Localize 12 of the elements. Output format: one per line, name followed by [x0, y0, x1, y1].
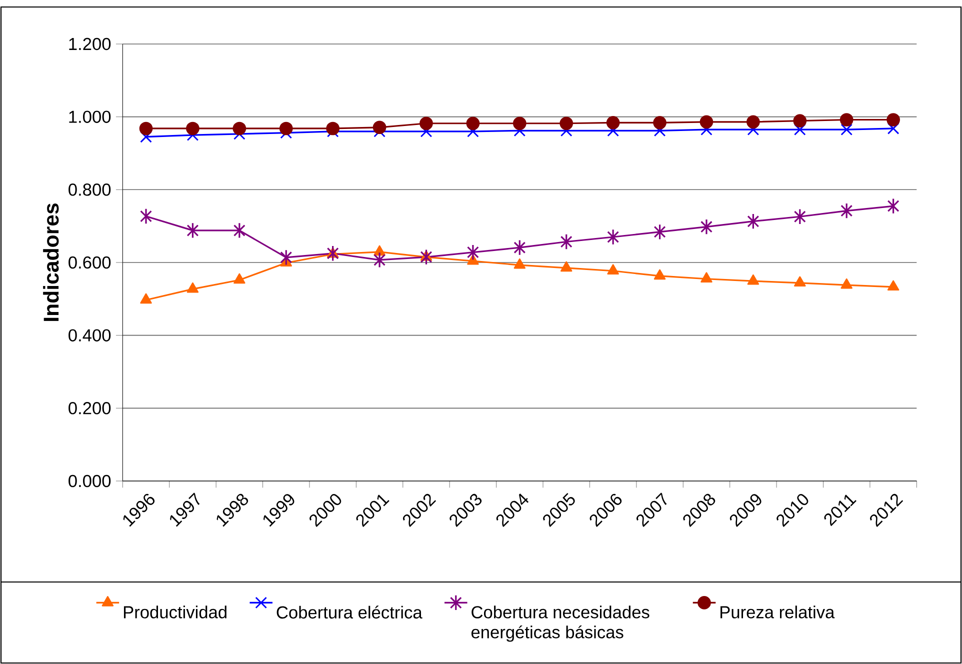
y-tick-label: 0.200	[68, 402, 111, 414]
legend-label: Cobertura necesidades energéticas básicas	[471, 606, 650, 642]
y-tick-label: 0.000	[68, 474, 111, 488]
y-tick-label: 0.400	[68, 329, 111, 342]
y-tick-label: 0.600	[68, 256, 111, 269]
y-tick-label: 1.200	[69, 38, 111, 50]
y-tick-label: 1.000	[69, 110, 111, 123]
y-axis-title: Indicadores	[43, 204, 59, 321]
legend-label: Productividad	[124, 606, 226, 618]
legend-label: Pureza relativa	[720, 606, 835, 618]
y-tick-label: 0.800	[68, 184, 111, 196]
legend-label: Cobertura eléctrica	[276, 606, 422, 619]
